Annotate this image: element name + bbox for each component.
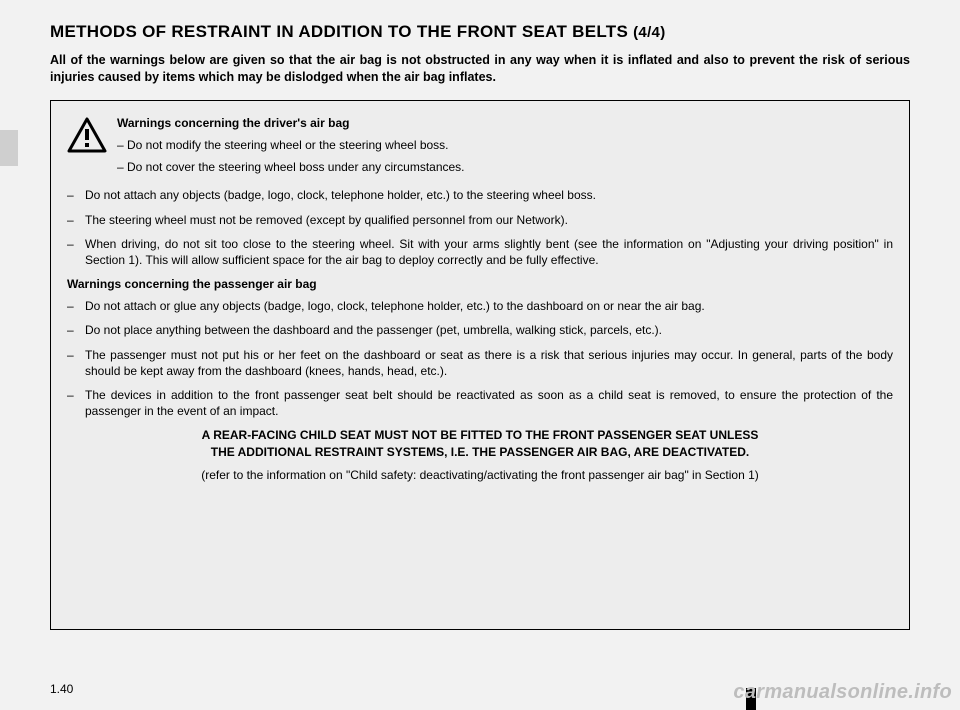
title-suffix: (4/4) [633, 24, 665, 41]
list-item: –The steering wheel must not be removed … [67, 212, 893, 228]
bullet-text: Do not attach any objects (badge, logo, … [85, 187, 893, 203]
driver-warning-head-text: Warnings concerning the driver's air bag… [117, 115, 465, 182]
bullet-text: The steering wheel must not be removed (… [85, 212, 893, 228]
list-item: –Do not attach any objects (badge, logo,… [67, 187, 893, 203]
driver-heading: Warnings concerning the driver's air bag [117, 115, 465, 131]
page-number: 1.40 [50, 682, 73, 696]
bullet-text: The passenger must not put his or her fe… [85, 347, 893, 379]
page-content: METHODS OF RESTRAINT IN ADDITION TO THE … [50, 22, 910, 670]
driver-bullets: –Do not attach any objects (badge, logo,… [67, 187, 893, 268]
passenger-heading: Warnings concerning the passenger air ba… [67, 276, 893, 292]
list-item: –The passenger must not put his or her f… [67, 347, 893, 379]
list-item: –Do not attach or glue any objects (badg… [67, 298, 893, 314]
page-title: METHODS OF RESTRAINT IN ADDITION TO THE … [50, 22, 910, 42]
driver-line1: – Do not modify the steering wheel or th… [117, 137, 465, 153]
title-main: METHODS OF RESTRAINT IN ADDITION TO THE … [50, 22, 628, 41]
list-item: –When driving, do not sit too close to t… [67, 236, 893, 268]
side-tab [0, 130, 18, 166]
bullet-text: When driving, do not sit too close to th… [85, 236, 893, 268]
driver-warning-header: Warnings concerning the driver's air bag… [67, 115, 893, 182]
list-item: –Do not place anything between the dashb… [67, 322, 893, 338]
watermark-text: carmanualsonline.info [733, 681, 952, 704]
caps-line2: THE ADDITIONAL RESTRAINT SYSTEMS, I.E. T… [107, 444, 853, 461]
bullet-text: The devices in addition to the front pas… [85, 387, 893, 419]
warning-box: Warnings concerning the driver's air bag… [50, 100, 910, 630]
driver-line2: – Do not cover the steering wheel boss u… [117, 159, 465, 175]
bullet-text: Do not attach or glue any objects (badge… [85, 298, 893, 314]
intro-paragraph: All of the warnings below are given so t… [50, 52, 910, 86]
caps-warning: A REAR-FACING CHILD SEAT MUST NOT BE FIT… [107, 427, 853, 461]
caps-line1: A REAR-FACING CHILD SEAT MUST NOT BE FIT… [107, 427, 853, 444]
refer-text: (refer to the information on "Child safe… [67, 467, 893, 483]
passenger-bullets: –Do not attach or glue any objects (badg… [67, 298, 893, 419]
list-item: –The devices in addition to the front pa… [67, 387, 893, 419]
bullet-text: Do not place anything between the dashbo… [85, 322, 893, 338]
warning-triangle-icon [67, 117, 107, 153]
